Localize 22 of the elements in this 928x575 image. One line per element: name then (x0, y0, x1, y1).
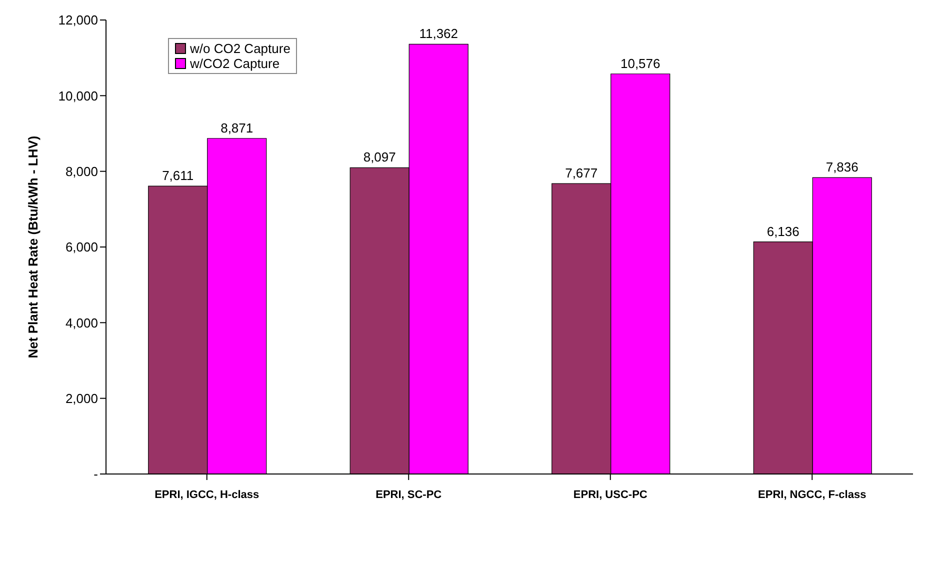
y-tick-label: 2,000 (65, 390, 98, 406)
data-label: 11,362 (419, 26, 458, 42)
data-label: 8,097 (363, 150, 396, 165)
y-axis-title: Net Plant Heat Rate (Btu/kWh - LHV) (26, 136, 41, 358)
data-label: 7,611 (162, 168, 194, 184)
data-label: 6,136 (766, 224, 800, 239)
y-tick-label: 12,000 (58, 12, 98, 28)
data-label: 10,576 (620, 56, 660, 71)
data-label: 7,836 (826, 160, 858, 175)
y-tick-label: - (94, 466, 98, 482)
y-tick-label: 6,000 (65, 240, 98, 255)
x-tick-label: EPRI, IGCC, H-class (154, 488, 260, 501)
legend-label: w/CO2 Capture (190, 56, 280, 71)
y-tick-label: 8,000 (65, 164, 98, 179)
x-tick-label: EPRI, USC-PC (573, 488, 648, 501)
y-tick-label: 4,000 (65, 315, 98, 330)
legend-label: w/o CO2 Capture (190, 41, 290, 56)
x-tick-label: EPRI, NGCC, F-class (758, 488, 866, 501)
data-label: 7,677 (565, 166, 598, 181)
x-tick-label: EPRI, SC-PC (376, 488, 442, 501)
data-label: 8,871 (220, 120, 254, 136)
y-tick-label: 10,000 (58, 88, 98, 104)
